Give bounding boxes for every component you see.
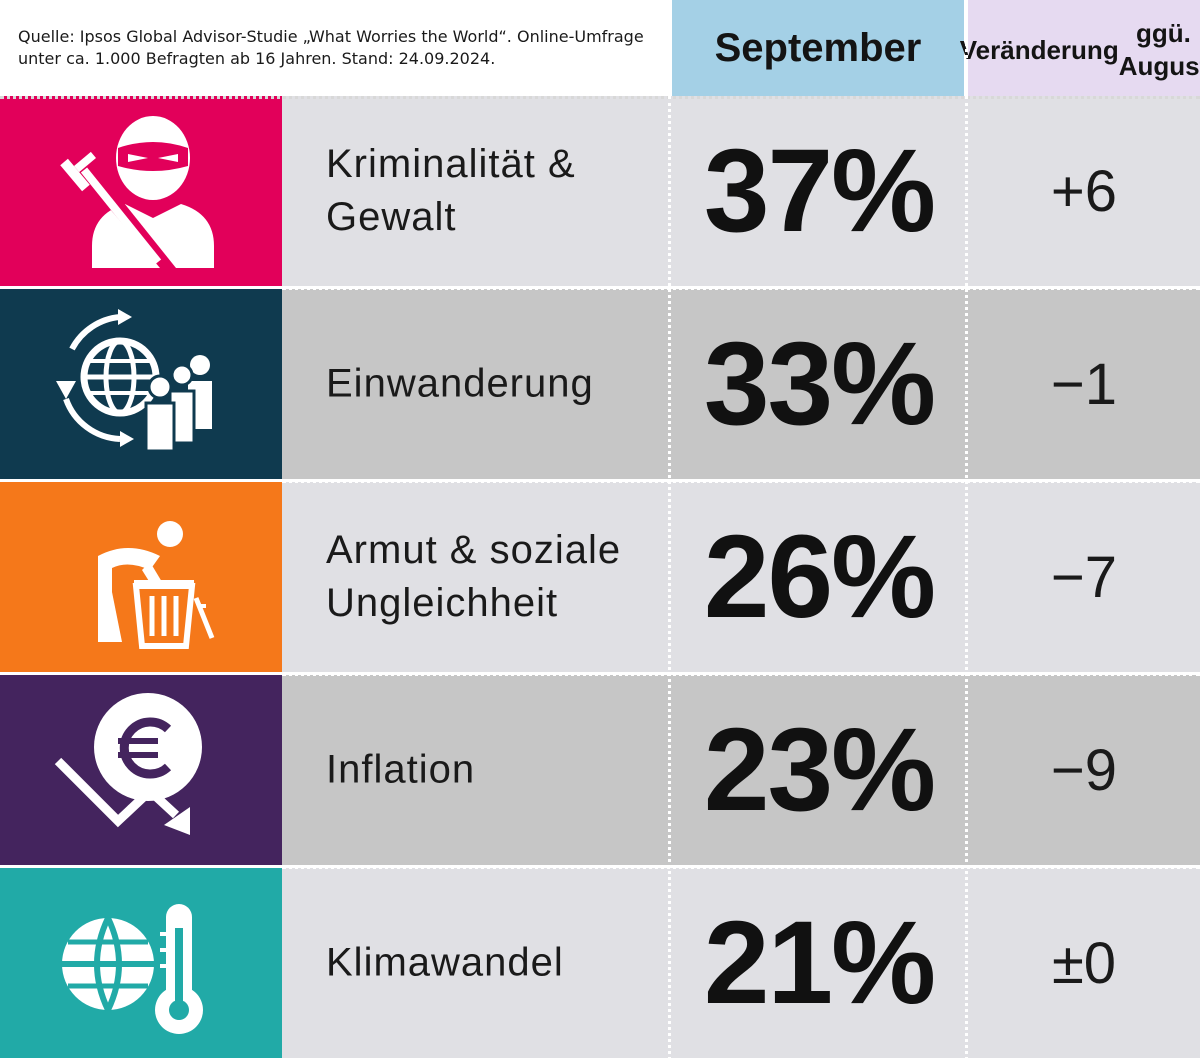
change-cell: ±0 [968, 868, 1200, 1058]
icon-cell [0, 675, 282, 865]
category-label: Inflation [326, 747, 476, 792]
icon-cell [0, 482, 282, 672]
change-cell: −7 [968, 482, 1200, 672]
value-cell: 37% [672, 96, 966, 286]
grid-line [668, 96, 671, 1060]
table-row: Einwanderung 33% −1 [0, 289, 1200, 479]
label-cell: Einwanderung [282, 289, 670, 479]
value-cell: 23% [672, 675, 966, 865]
source-note: Quelle: Ipsos Global Advisor-Studie „Wha… [18, 27, 644, 68]
label-cell: Armut & soziale Ungleichheit [282, 482, 670, 672]
september-value: 37% [703, 125, 936, 257]
label-cell: Kriminalität & Gewalt [282, 96, 670, 286]
category-label: Kriminalität & Gewalt [326, 142, 576, 239]
value-cell: 26% [672, 482, 966, 672]
header-change: Veränderung ggü. August [960, 0, 1200, 96]
grid-line [0, 96, 1200, 99]
masked-criminal-icon [60, 116, 214, 268]
change-value: −1 [1050, 351, 1118, 417]
change-cell: −9 [968, 675, 1200, 865]
table-row: Armut & soziale Ungleichheit 26% −7 [0, 482, 1200, 672]
september-value: 21% [703, 897, 936, 1029]
header-september: September [672, 0, 964, 96]
label-cell: Klimawandel [282, 868, 670, 1058]
grid-line [282, 287, 1200, 290]
icon-cell [0, 868, 282, 1058]
september-value: 33% [703, 318, 936, 450]
change-cell: −1 [968, 289, 1200, 479]
header-change-line1: Veränderung [959, 34, 1119, 65]
value-cell: 33% [672, 289, 966, 479]
globe-migration-icon [56, 309, 212, 453]
change-value: −7 [1050, 544, 1118, 610]
category-label: Klimawandel [326, 940, 564, 985]
change-cell: +6 [968, 96, 1200, 286]
change-value: −9 [1050, 737, 1118, 803]
poverty-trash-icon [98, 521, 215, 649]
table-row: Inflation 23% −9 [0, 675, 1200, 865]
label-cell: Inflation [282, 675, 670, 865]
euro-decline-icon [54, 693, 202, 835]
category-label: Einwanderung [326, 361, 594, 406]
september-value: 26% [703, 511, 936, 643]
table-row: Klimawandel 21% ±0 [0, 868, 1200, 1058]
table-row: Kriminalität & Gewalt 37% +6 [0, 96, 1200, 286]
grid-line [282, 673, 1200, 676]
header-change-line2: ggü. August [1118, 18, 1200, 81]
grid-line [668, 0, 671, 96]
value-cell: 21% [672, 868, 966, 1058]
grid-line [965, 0, 968, 96]
change-value: +6 [1050, 158, 1118, 224]
grid-line [282, 480, 1200, 483]
category-label: Armut & soziale Ungleichheit [326, 528, 622, 625]
globe-thermometer-icon [62, 898, 203, 1034]
grid-line [282, 866, 1200, 869]
september-value: 23% [703, 704, 936, 836]
icon-cell [0, 96, 282, 286]
icon-cell [0, 289, 282, 479]
change-value: ±0 [1051, 930, 1117, 996]
grid-line [965, 96, 968, 1060]
